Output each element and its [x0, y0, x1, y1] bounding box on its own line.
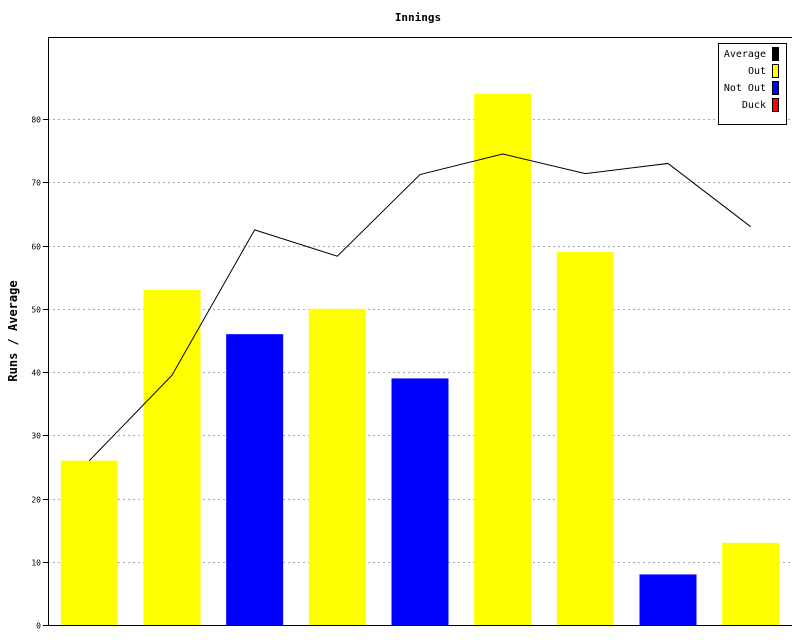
bar-9 [722, 542, 780, 625]
bars [60, 93, 780, 626]
bar-4 [308, 308, 366, 625]
y-tick-label: 50 [31, 306, 41, 315]
y-tick-label: 70 [31, 179, 41, 188]
legend-swatch-out [772, 64, 779, 78]
legend-label-average: Average [724, 49, 766, 60]
average-line [88, 153, 751, 461]
legend-label-not-out: Not Out [724, 83, 766, 94]
legend-label-out: Out [748, 66, 766, 77]
bar-8 [639, 574, 697, 625]
chart-title: Innings [395, 11, 441, 24]
bar-2 [143, 289, 201, 625]
y-ticks: 0 10 20 30 40 50 60 70 80 [31, 116, 48, 631]
y-tick-label: 10 [31, 559, 41, 568]
bar-6 [474, 93, 532, 626]
y-tick-label: 20 [31, 496, 41, 505]
y-tick-label: 40 [31, 369, 41, 378]
bar-5 [391, 378, 449, 625]
legend-swatch-not-out [772, 81, 779, 95]
bar-1 [60, 460, 118, 625]
bar-3 [226, 334, 284, 625]
axes [48, 37, 792, 626]
legend-swatch-duck [772, 98, 779, 112]
y-tick-label: 0 [36, 622, 41, 631]
y-tick-label: 80 [31, 116, 41, 125]
bar-7 [556, 251, 614, 625]
legend: Average Out Not Out Duck [718, 43, 787, 125]
y-axis-label: Runs / Average [6, 280, 20, 381]
y-tick-label: 60 [31, 243, 41, 252]
legend-label-duck: Duck [742, 100, 766, 111]
legend-swatch-average [772, 47, 779, 61]
y-tick-label: 30 [31, 432, 41, 441]
